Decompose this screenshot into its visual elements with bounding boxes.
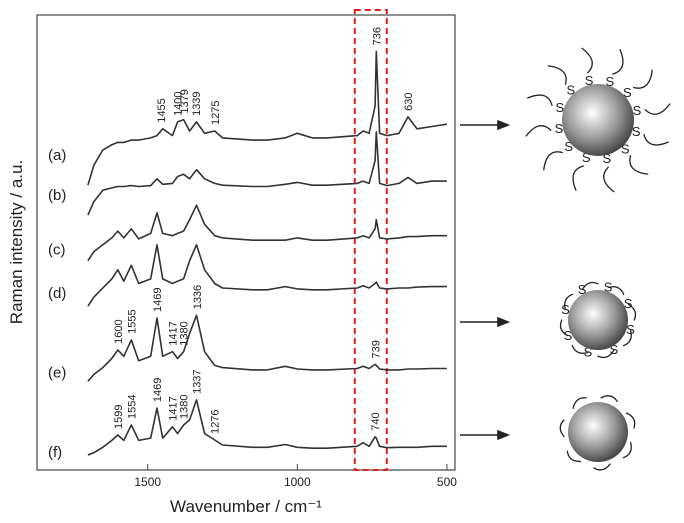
series-label: (c) <box>48 242 66 259</box>
spectrum-line <box>87 50 448 186</box>
x-tick-label: 500 <box>437 475 457 489</box>
peak-label: 1554 <box>127 394 139 418</box>
sulfur-label: S <box>578 282 587 297</box>
series-label: (b) <box>48 187 66 204</box>
peak-label: 1339 <box>191 91 203 115</box>
sulfur-label: S <box>564 328 573 343</box>
highlight-box <box>353 9 388 471</box>
ligand <box>525 125 552 137</box>
ligand <box>559 419 565 438</box>
ligand <box>581 281 599 291</box>
peak-label: 736 <box>371 27 383 45</box>
peak-label: 1380 <box>179 394 191 418</box>
sulfur-label: S <box>555 121 564 136</box>
spectrum-line <box>87 204 447 262</box>
sulfur-label: S <box>584 344 593 359</box>
gold-sphere <box>568 290 628 350</box>
ligand <box>622 329 632 347</box>
ligand <box>581 47 593 74</box>
ligand <box>643 134 669 146</box>
ligand <box>547 65 567 85</box>
peak-label: 740 <box>370 412 382 430</box>
spectrum-line <box>87 244 447 307</box>
series-label: (e) <box>48 365 66 382</box>
ligand <box>622 441 632 459</box>
x-tick-label: 1000 <box>284 475 311 489</box>
spectrum-line <box>87 399 447 456</box>
ligand <box>644 103 671 115</box>
sulfur-label: S <box>621 141 630 156</box>
peak-label: 630 <box>403 93 415 111</box>
ligand <box>564 293 574 311</box>
plot-frame <box>36 14 456 471</box>
arrows <box>460 119 511 441</box>
ligand <box>597 349 615 359</box>
ligand <box>572 165 584 191</box>
ligand <box>572 397 587 409</box>
ligand <box>600 395 619 403</box>
ligand <box>559 319 569 337</box>
spectrum-line <box>87 314 447 382</box>
peak-label: 1600 <box>113 319 125 343</box>
sulfur-label: S <box>632 124 641 139</box>
series-label: (a) <box>48 147 66 164</box>
sulfur-label: S <box>610 342 619 357</box>
peak-label: 1417 <box>168 321 180 345</box>
peak-label: 1417 <box>168 396 180 420</box>
ligand <box>633 69 653 89</box>
peak-label: 1400 <box>173 91 185 115</box>
peak-label: 1380 <box>179 321 191 345</box>
ligand <box>543 151 563 171</box>
ligand <box>629 155 649 175</box>
peak-label: 1336 <box>192 285 204 309</box>
ligand <box>603 166 615 193</box>
peak-label: 1276 <box>210 409 222 433</box>
ligand <box>571 344 589 354</box>
sulfur-label: S <box>626 322 635 337</box>
sulfur-label: S <box>633 103 642 118</box>
x-axis-label: Wavenumber / cm⁻¹ <box>170 497 322 516</box>
peak-label: 1599 <box>113 404 125 428</box>
peak-label: 1455 <box>156 98 168 122</box>
ligand <box>593 463 611 471</box>
sulfur-label: S <box>555 100 564 115</box>
sulfur-label: S <box>603 151 612 166</box>
gold-sphere <box>568 402 628 462</box>
series-label: (d) <box>48 285 66 302</box>
ligand <box>527 94 553 106</box>
sulfur-label: S <box>605 74 614 89</box>
peak-label: 1379 <box>179 89 191 113</box>
peak-label: 1555 <box>126 309 138 333</box>
gold-sphere <box>562 84 634 156</box>
peak-label: 1275 <box>210 101 222 125</box>
nanoparticle <box>559 395 636 471</box>
sulfur-label: S <box>585 73 594 88</box>
sulfur-label: S <box>604 280 613 295</box>
y-axis-label: Raman intensity / a.u. <box>7 160 26 324</box>
ligand <box>625 412 636 429</box>
peak-label: 1469 <box>152 378 164 402</box>
spectrum-line <box>87 131 447 216</box>
sulfur-label: S <box>561 302 570 317</box>
ligand <box>627 303 637 321</box>
ligand <box>607 286 625 296</box>
sulfur-label: S <box>624 296 633 311</box>
sulfur-label: S <box>566 83 575 98</box>
series-label: (f) <box>48 444 62 461</box>
peak-label: 1469 <box>152 288 164 312</box>
sulfur-label: S <box>623 85 632 100</box>
x-tick-label: 1500 <box>134 475 161 489</box>
peak-label: 739 <box>370 340 382 358</box>
ligand <box>612 49 624 75</box>
sulfur-label: S <box>582 150 591 165</box>
sulfur-label: S <box>564 139 573 154</box>
peak-label: 1337 <box>191 369 203 393</box>
ligand <box>566 450 582 463</box>
